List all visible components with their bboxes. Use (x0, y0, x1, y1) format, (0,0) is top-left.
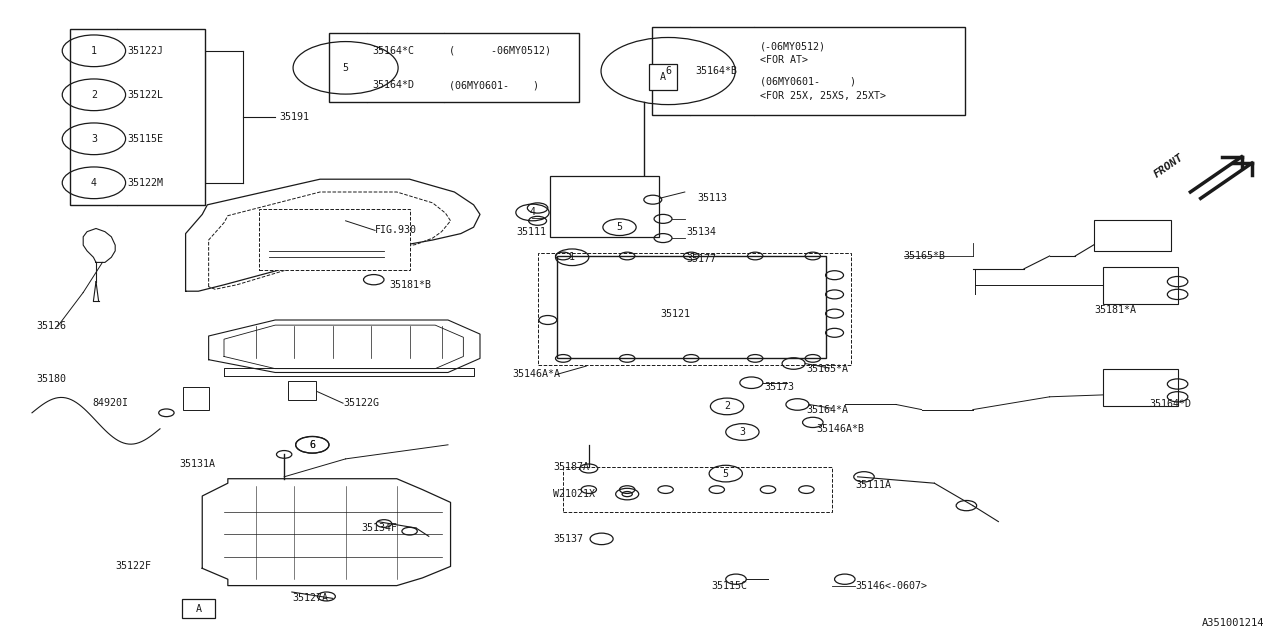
Text: A351001214: A351001214 (1202, 618, 1265, 628)
Text: 35146<-0607>: 35146<-0607> (855, 580, 927, 591)
Text: 35113: 35113 (698, 193, 727, 204)
Text: 35126: 35126 (36, 321, 65, 332)
Text: 35122J: 35122J (128, 46, 164, 56)
Bar (182, 599, 215, 618)
Text: 35164*B: 35164*B (695, 66, 737, 76)
Text: A: A (196, 604, 201, 614)
Text: 5: 5 (343, 63, 348, 73)
Text: (06MY0601-    ): (06MY0601- ) (449, 80, 539, 90)
Text: 35146A*B: 35146A*B (817, 424, 865, 434)
Bar (550, 176, 659, 237)
Bar (259, 209, 410, 270)
Text: 35134F: 35134F (361, 523, 397, 533)
Text: 35122L: 35122L (128, 90, 164, 100)
Text: FRONT: FRONT (1152, 152, 1185, 179)
Text: 35137: 35137 (553, 534, 582, 544)
Text: <FOR 25X, 25XS, 25XT>: <FOR 25X, 25XS, 25XT> (760, 91, 886, 100)
Text: 35164*C: 35164*C (372, 45, 415, 56)
Text: 6: 6 (310, 440, 315, 450)
Text: 35164*D: 35164*D (372, 80, 415, 90)
Text: 35191: 35191 (279, 112, 308, 122)
Text: 35164*A: 35164*A (806, 404, 849, 415)
Bar (538, 253, 851, 365)
Bar (1103, 369, 1178, 406)
Bar (329, 33, 579, 102)
Bar (649, 64, 677, 90)
Text: A: A (660, 72, 666, 82)
Text: 35177: 35177 (686, 254, 716, 264)
Text: 35131A: 35131A (179, 459, 215, 469)
Text: 4: 4 (530, 207, 535, 218)
Text: (-06MY0512): (-06MY0512) (760, 42, 827, 51)
Bar (183, 387, 209, 410)
Text: 35134: 35134 (686, 227, 716, 237)
Text: FIG.930: FIG.930 (375, 225, 417, 236)
Text: 35146A*A: 35146A*A (512, 369, 561, 380)
Text: 35164*D: 35164*D (1149, 399, 1192, 410)
Bar (652, 27, 965, 115)
Text: 35187A: 35187A (553, 462, 589, 472)
Bar (70, 29, 205, 205)
Text: 35181*A: 35181*A (1094, 305, 1137, 316)
Text: 35165*A: 35165*A (806, 364, 849, 374)
Text: 35111A: 35111A (855, 480, 891, 490)
Text: 4: 4 (91, 178, 97, 188)
Text: 1: 1 (91, 46, 97, 56)
Text: 5: 5 (723, 468, 728, 479)
Text: 35115E: 35115E (128, 134, 164, 144)
Text: 6: 6 (310, 440, 315, 450)
Text: 2: 2 (91, 90, 97, 100)
Bar (1094, 220, 1171, 251)
Text: 3: 3 (91, 134, 97, 144)
Bar (557, 256, 826, 358)
Bar (288, 381, 316, 400)
Text: 35181*B: 35181*B (389, 280, 431, 290)
Text: 35173: 35173 (764, 382, 794, 392)
Text: 1: 1 (570, 252, 575, 262)
Text: 5: 5 (617, 222, 622, 232)
Text: 6: 6 (666, 66, 671, 76)
Text: 35111: 35111 (516, 227, 545, 237)
Text: <FOR AT>: <FOR AT> (760, 56, 809, 65)
Text: (      -06MY0512): ( -06MY0512) (449, 45, 552, 56)
Text: 3: 3 (740, 427, 745, 437)
Text: 84920I: 84920I (92, 398, 128, 408)
Text: 35127A: 35127A (292, 593, 328, 604)
Polygon shape (224, 368, 474, 376)
Text: 35122G: 35122G (343, 398, 379, 408)
Text: W21021X: W21021X (553, 489, 595, 499)
Text: 2: 2 (724, 401, 730, 412)
Text: 35180: 35180 (36, 374, 65, 384)
Text: (06MY0601-     ): (06MY0601- ) (760, 77, 856, 86)
Text: 35121: 35121 (660, 308, 690, 319)
Text: 35122M: 35122M (128, 178, 164, 188)
Bar (563, 467, 832, 512)
Bar (1103, 267, 1178, 304)
Text: 35122F: 35122F (115, 561, 151, 572)
Text: 35165*B: 35165*B (904, 251, 946, 261)
Text: 35115C: 35115C (712, 580, 748, 591)
